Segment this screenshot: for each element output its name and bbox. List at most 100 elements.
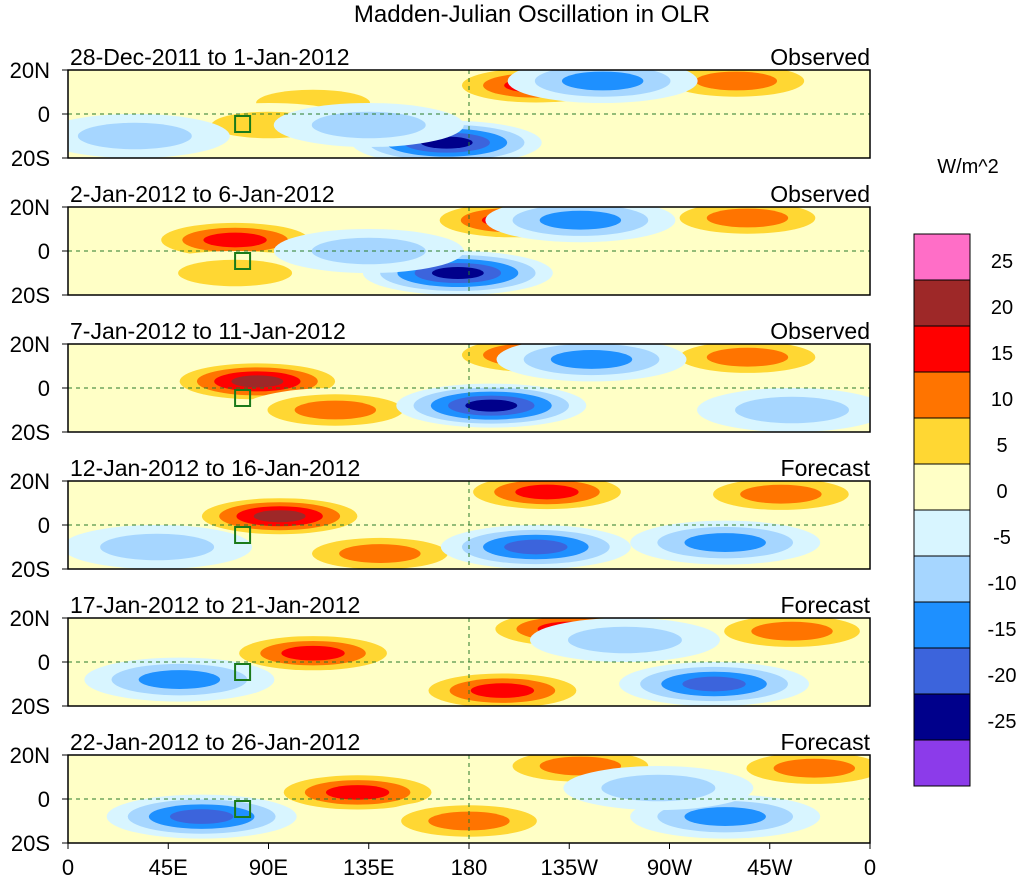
panel-3: 20N 0 20S 7-Jan-2012 to 11-Jan-2012 Observed: [10, 318, 871, 445]
panel-period: 22-Jan-2012 to 26-Jan-2012: [70, 729, 360, 755]
colorbar-swatch: [913, 509, 971, 557]
anomaly-blob: [452, 481, 642, 514]
colorbar-swatch: [913, 693, 971, 741]
anomaly-blob: [485, 207, 676, 243]
panel-field: [68, 344, 870, 432]
x-axis: 0 45E 90E 135E 180 135W 90W 45W 0: [62, 843, 876, 880]
panel-field: [68, 207, 870, 295]
y-tick-label: 20S: [11, 146, 50, 171]
colorbar-swatch: [913, 647, 971, 695]
anomaly-contour: [684, 533, 766, 553]
colorbar: W/m^2 25 20 15 10 5 0 -5 -10 -15 -20 -25: [913, 156, 1017, 787]
anomaly-contour: [100, 533, 215, 561]
panel-period: 28-Dec-2011 to 1-Jan-2012: [70, 44, 350, 70]
index-box: [234, 800, 252, 818]
anomaly-contour: [325, 785, 390, 800]
y-tick-label: 0: [38, 787, 50, 812]
anomaly-contour: [567, 626, 682, 654]
anomaly-contour: [311, 237, 426, 265]
index-box: [234, 252, 252, 270]
anomaly-contour: [294, 400, 377, 420]
anomaly-blob: [630, 520, 821, 565]
colorbar-label: -20: [988, 665, 1017, 687]
colorbar-swatch: [913, 279, 971, 327]
index-box: [234, 663, 252, 681]
y-tick-label: 0: [38, 513, 50, 538]
anomaly-blob: [407, 668, 598, 706]
anomaly-contour: [170, 809, 234, 824]
y-tick-label: 20N: [10, 606, 50, 631]
anomaly-blob: [140, 251, 331, 295]
chart-title: Madden-Julian Oscillation in OLR: [354, 1, 710, 28]
x-tick-label: 0: [864, 855, 876, 880]
anomaly-blob: [106, 794, 297, 839]
panel-type: Forecast: [781, 729, 871, 755]
anomaly-blob: [507, 70, 698, 103]
colorbar-swatch: [913, 371, 971, 419]
anomaly-blob: [652, 207, 843, 240]
anomaly-blob: [273, 229, 464, 273]
anomaly-blob: [652, 344, 843, 380]
x-tick-label: 135E: [343, 855, 394, 880]
anomaly-blob: [84, 657, 275, 702]
anomaly-contour: [178, 259, 293, 287]
colorbar-label: 0: [996, 481, 1007, 503]
colorbar-label: -10: [988, 573, 1017, 595]
panel-period: 17-Jan-2012 to 21-Jan-2012: [70, 592, 360, 618]
index-box: [234, 389, 252, 407]
x-tick-label: 90W: [647, 855, 692, 880]
panel-5: 20N 0 20S 17-Jan-2012 to 21-Jan-2012 Forecas…: [10, 592, 871, 719]
y-tick-label: 20N: [10, 469, 50, 494]
panel-1: 20N 0 20S 28-Dec-2011 to 1-Jan-2012 Observed: [10, 44, 871, 171]
anomaly-blob: [68, 114, 230, 158]
x-tick-label: 180: [451, 855, 488, 880]
x-tick-label: 45W: [747, 855, 792, 880]
anomaly-contour: [253, 510, 306, 523]
anomaly-contour: [431, 267, 484, 279]
panel-2: 20N 0 20S 2-Jan-2012 to 6-Jan-2012 Observed: [10, 181, 871, 308]
colorbar-swatch: [913, 233, 971, 281]
colorbar-label: 20: [991, 297, 1013, 319]
colorbar-label: -25: [988, 711, 1017, 733]
anomaly-contour: [735, 396, 850, 424]
y-tick-label: 20S: [11, 420, 50, 445]
panel-type: Observed: [770, 318, 870, 344]
anomaly-blob: [529, 618, 720, 662]
panel-type: Observed: [770, 44, 870, 70]
panel-period: 7-Jan-2012 to 11-Jan-2012: [70, 318, 346, 344]
anomaly-contour: [751, 621, 833, 641]
anomaly-contour: [740, 484, 822, 504]
y-tick-label: 20S: [11, 283, 50, 308]
anomaly-contour: [504, 539, 568, 555]
colorbar-swatch: [913, 325, 971, 373]
colorbar-label: 25: [991, 251, 1013, 273]
panel-4: 20N 0 20S 12-Jan-2012 to 16-Jan-2012 Forecas…: [10, 455, 871, 582]
y-tick-label: 20N: [10, 743, 50, 768]
colorbar-units: W/m^2: [937, 156, 999, 178]
anomaly-blob: [685, 481, 870, 517]
anomaly-contour: [695, 71, 778, 91]
anomaly-blob: [396, 383, 587, 428]
anomaly-contour: [339, 544, 421, 564]
anomaly-blob: [262, 770, 453, 815]
panel-type: Forecast: [781, 455, 871, 481]
anomaly-contour: [706, 347, 789, 367]
colorbar-swatch: [913, 601, 971, 649]
panels: 20N 0 20S 28-Dec-2011 to 1-Jan-2012 Observed…: [10, 44, 871, 856]
anomaly-contour: [470, 683, 535, 698]
anomaly-contour: [465, 399, 518, 412]
index-box: [234, 115, 252, 133]
x-tick-label: 0: [62, 855, 74, 880]
colorbar-label: -15: [988, 619, 1017, 641]
y-tick-label: 20S: [11, 831, 50, 856]
panel-field: [68, 70, 870, 158]
x-tick-label: 90E: [249, 855, 288, 880]
anomaly-blob: [68, 525, 253, 569]
panel-field: [68, 618, 870, 706]
anomaly-contour: [203, 232, 267, 248]
colorbar-swatch: [913, 739, 971, 787]
anomaly-blob: [496, 344, 687, 382]
index-box: [234, 526, 252, 544]
anomaly-contour: [311, 111, 426, 139]
anomaly-contour: [561, 71, 644, 91]
